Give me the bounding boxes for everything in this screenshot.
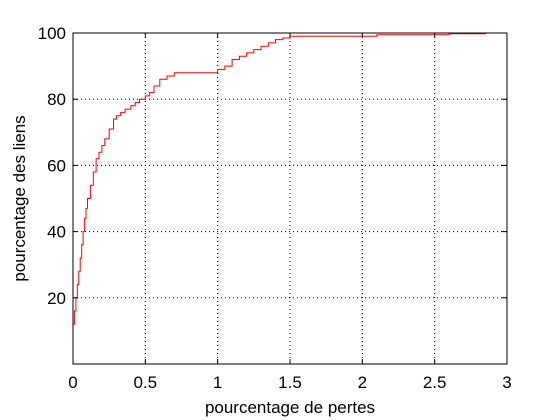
x-tick-label: 1.5 (278, 373, 302, 392)
y-tick-label: 60 (47, 156, 66, 175)
x-tick-label: 0 (68, 373, 77, 392)
x-tick-label: 2 (358, 373, 367, 392)
x-tick-label: 0.5 (134, 373, 158, 392)
series-line (73, 33, 486, 325)
y-tick-label: 40 (47, 223, 66, 242)
y-axis-label: pourcentage des liens (10, 115, 29, 281)
y-tick-label: 80 (47, 90, 66, 109)
y-tick-label: 100 (38, 24, 66, 43)
x-tick-label: 2.5 (423, 373, 447, 392)
x-tick-label: 1 (213, 373, 222, 392)
x-tick-label: 3 (502, 373, 511, 392)
plot-area (73, 33, 507, 364)
y-tick-label: 20 (47, 289, 66, 308)
x-axis-label: pourcentage de pertes (205, 398, 375, 417)
